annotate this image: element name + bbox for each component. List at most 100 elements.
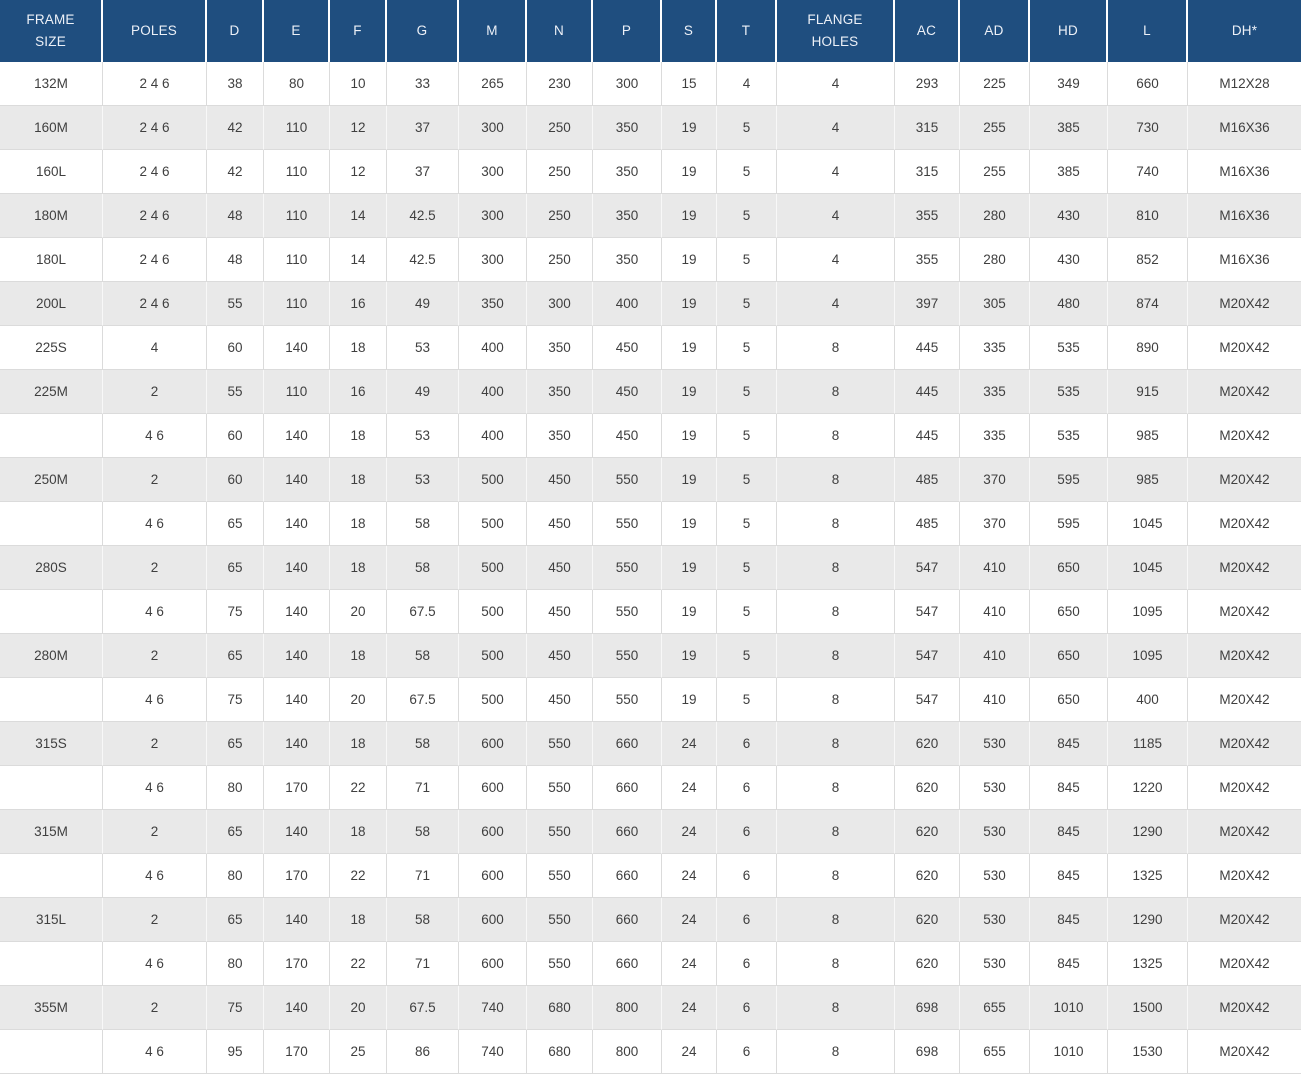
table-row: 280S 2 65 140 18 58 500 450 550 19 5 8 547 410 650 1045…	[0, 546, 1301, 590]
table-cell: 48	[207, 194, 264, 238]
table-cell: 650	[1030, 546, 1108, 590]
column-header-ac: AC	[895, 0, 960, 62]
table-cell: 14	[330, 238, 387, 282]
table-cell: 18	[330, 898, 387, 942]
table-cell: 450	[527, 678, 593, 722]
table-cell: 20	[330, 986, 387, 1030]
frame-size-cell	[0, 678, 103, 722]
table-cell: 535	[1030, 414, 1108, 458]
table-cell: 450	[527, 546, 593, 590]
table-cell: 660	[593, 854, 662, 898]
column-header-e: E	[264, 0, 330, 62]
table-cell: 12	[330, 106, 387, 150]
table-cell: 485	[895, 502, 960, 546]
table-cell: M16X36	[1188, 150, 1301, 194]
table-cell: 410	[960, 590, 1030, 634]
table-cell: 16	[330, 282, 387, 326]
table-cell: 110	[264, 282, 330, 326]
table-cell: 75	[207, 590, 264, 634]
table-cell: 24	[662, 722, 717, 766]
table-cell: 845	[1030, 766, 1108, 810]
table-cell: 445	[895, 370, 960, 414]
table-cell: 140	[264, 590, 330, 634]
table-row: 4 6 80 170 22 71 600 550 660 24 6 8 620 530 845 1220 M2…	[0, 766, 1301, 810]
table-cell: 300	[459, 194, 527, 238]
table-cell: 450	[527, 590, 593, 634]
table-cell: 410	[960, 634, 1030, 678]
table-cell: 680	[527, 986, 593, 1030]
table-cell: 915	[1108, 370, 1188, 414]
frame-size-cell: 132M	[0, 62, 103, 106]
table-cell: M16X36	[1188, 194, 1301, 238]
table-cell: 874	[1108, 282, 1188, 326]
table-cell: 350	[593, 106, 662, 150]
table-cell: 300	[459, 150, 527, 194]
table-cell: 19	[662, 546, 717, 590]
table-row: 225M 2 55 110 16 49 400 350 450 19 5 8 445 335 535 915 M…	[0, 370, 1301, 414]
table-cell: 255	[960, 106, 1030, 150]
table-row: 4 6 75 140 20 67.5 500 450 550 19 5 8 547 410 650 1095…	[0, 590, 1301, 634]
table-cell: 18	[330, 634, 387, 678]
table-cell: 355	[895, 238, 960, 282]
table-cell: 5	[717, 678, 777, 722]
table-cell: 5	[717, 458, 777, 502]
table-cell: M16X36	[1188, 106, 1301, 150]
table-cell: 845	[1030, 810, 1108, 854]
frame-size-cell: 180M	[0, 194, 103, 238]
table-cell: 400	[1108, 678, 1188, 722]
table-cell: 58	[387, 898, 459, 942]
table-cell: 71	[387, 766, 459, 810]
table-cell: M20X42	[1188, 1030, 1301, 1074]
table-cell: 8	[777, 590, 895, 634]
table-cell: M20X42	[1188, 942, 1301, 986]
table-cell: 2	[103, 370, 207, 414]
table-cell: 1010	[1030, 1030, 1108, 1074]
table-cell: 450	[593, 414, 662, 458]
table-cell: 49	[387, 282, 459, 326]
table-cell: 53	[387, 414, 459, 458]
table-cell: 315	[895, 106, 960, 150]
table-cell: 8	[777, 634, 895, 678]
table-cell: 140	[264, 546, 330, 590]
table-cell: 5	[717, 150, 777, 194]
frame-size-cell: 225S	[0, 326, 103, 370]
table-cell: 140	[264, 986, 330, 1030]
column-header-g: G	[387, 0, 459, 62]
table-cell: 547	[895, 546, 960, 590]
table-cell: 19	[662, 238, 717, 282]
table-cell: 620	[895, 898, 960, 942]
table-cell: 550	[593, 458, 662, 502]
table-cell: 8	[777, 414, 895, 458]
table-cell: 660	[593, 898, 662, 942]
table-cell: 350	[459, 282, 527, 326]
table-cell: 19	[662, 194, 717, 238]
frame-size-cell: 160L	[0, 150, 103, 194]
table-cell: 355	[895, 194, 960, 238]
table-cell: 67.5	[387, 986, 459, 1030]
table-cell: 650	[1030, 634, 1108, 678]
table-cell: 4	[717, 62, 777, 106]
table-cell: 845	[1030, 898, 1108, 942]
table-cell: 335	[960, 326, 1030, 370]
table-cell: M20X42	[1188, 722, 1301, 766]
table-cell: 140	[264, 810, 330, 854]
table-cell: 37	[387, 150, 459, 194]
table-cell: 37	[387, 106, 459, 150]
table-cell: M20X42	[1188, 986, 1301, 1030]
table-cell: 19	[662, 282, 717, 326]
column-header-m: M	[459, 0, 527, 62]
table-row: 4 6 80 170 22 71 600 550 660 24 6 8 620 530 845 1325 M2…	[0, 854, 1301, 898]
table-cell: 530	[960, 854, 1030, 898]
table-cell: 600	[459, 942, 527, 986]
table-cell: 18	[330, 326, 387, 370]
table-cell: 8	[777, 854, 895, 898]
table-cell: 349	[1030, 62, 1108, 106]
table-cell: 8	[777, 898, 895, 942]
column-header-hd: HD	[1030, 0, 1108, 62]
table-cell: 4 6	[103, 414, 207, 458]
table-cell: 95	[207, 1030, 264, 1074]
table-cell: 655	[960, 1030, 1030, 1074]
table-cell: 65	[207, 634, 264, 678]
table-cell: M12X28	[1188, 62, 1301, 106]
frame-size-cell: 200L	[0, 282, 103, 326]
